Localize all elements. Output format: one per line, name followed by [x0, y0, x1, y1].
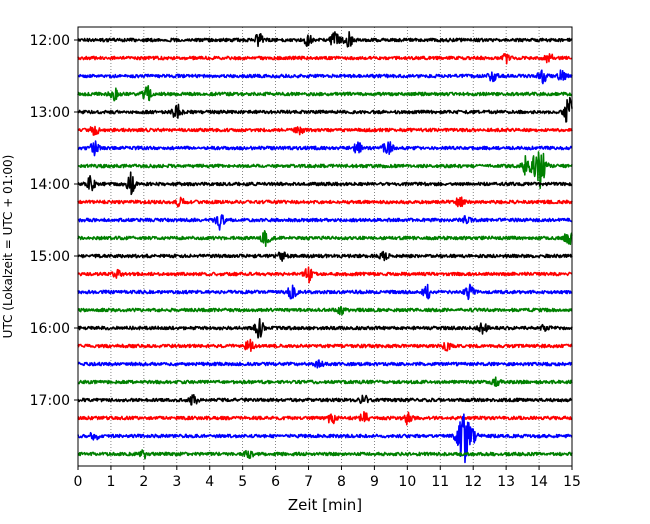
trace-1300 — [77, 96, 573, 123]
trace-1645 — [77, 376, 573, 387]
trace-1615 — [77, 338, 573, 352]
trace-1700 — [77, 394, 573, 406]
trace-1630 — [77, 359, 573, 369]
x-tick-label: 10 — [398, 474, 416, 490]
trace-1500 — [77, 250, 573, 262]
trace-1215 — [77, 53, 573, 65]
x-tick-label: 6 — [271, 474, 280, 490]
x-tick-label: 8 — [337, 474, 346, 490]
x-tick-label: 14 — [530, 474, 548, 490]
x-tick-label: 3 — [172, 474, 181, 490]
y-tick-label: 13:00 — [30, 105, 70, 121]
y-tick-label: 12:00 — [30, 33, 70, 49]
y-tick-label: 17:00 — [30, 393, 70, 409]
grid-lines — [110, 27, 540, 466]
y-axis-label: UTC (Lokalzeit = UTC + 01:00) — [1, 155, 15, 339]
trace-1600 — [77, 318, 573, 339]
trace-1515 — [77, 266, 573, 284]
x-tick-label: 12 — [464, 474, 482, 490]
x-tick-label: 5 — [238, 474, 247, 490]
x-tick-label: 7 — [304, 474, 313, 490]
trace-1345 — [77, 151, 573, 190]
y-tick-label: 16:00 — [30, 321, 70, 337]
x-tick-label: 11 — [431, 474, 449, 490]
trace-1715 — [77, 411, 573, 426]
trace-1400 — [77, 171, 573, 196]
trace-1330 — [77, 140, 573, 157]
trace-1445 — [77, 229, 573, 248]
trace-1415 — [77, 196, 573, 208]
trace-1230 — [77, 69, 573, 85]
x-axis-ticks: 0 1 2 3 4 5 6 7 8 9 10 11 12 13 14 15 — [74, 466, 581, 490]
x-tick-label: 15 — [563, 474, 581, 490]
trace-1530 — [77, 283, 573, 301]
plot-frame — [77, 26, 573, 467]
y-tick-label: 15:00 — [30, 249, 70, 265]
trace-1200 — [77, 31, 573, 48]
x-tick-label: 0 — [74, 474, 83, 490]
trace-1245 — [77, 85, 573, 102]
trace-1745 — [77, 449, 573, 460]
x-tick-label: 9 — [370, 474, 379, 490]
traces — [77, 31, 573, 464]
x-tick-label: 13 — [497, 474, 515, 490]
trace-1545 — [77, 305, 573, 316]
x-tick-label: 4 — [205, 474, 214, 490]
y-tick-label: 14:00 — [30, 177, 70, 193]
x-axis-label: Zeit [min] — [288, 496, 362, 514]
trace-1430 — [77, 214, 573, 231]
x-tick-label: 2 — [139, 474, 148, 490]
trace-1730 — [77, 413, 573, 464]
x-tick-label: 1 — [106, 474, 115, 490]
trace-1315 — [77, 125, 573, 136]
y-axis-ticks: 12:00 13:00 14:00 15:00 16:00 17:00 — [30, 33, 78, 409]
